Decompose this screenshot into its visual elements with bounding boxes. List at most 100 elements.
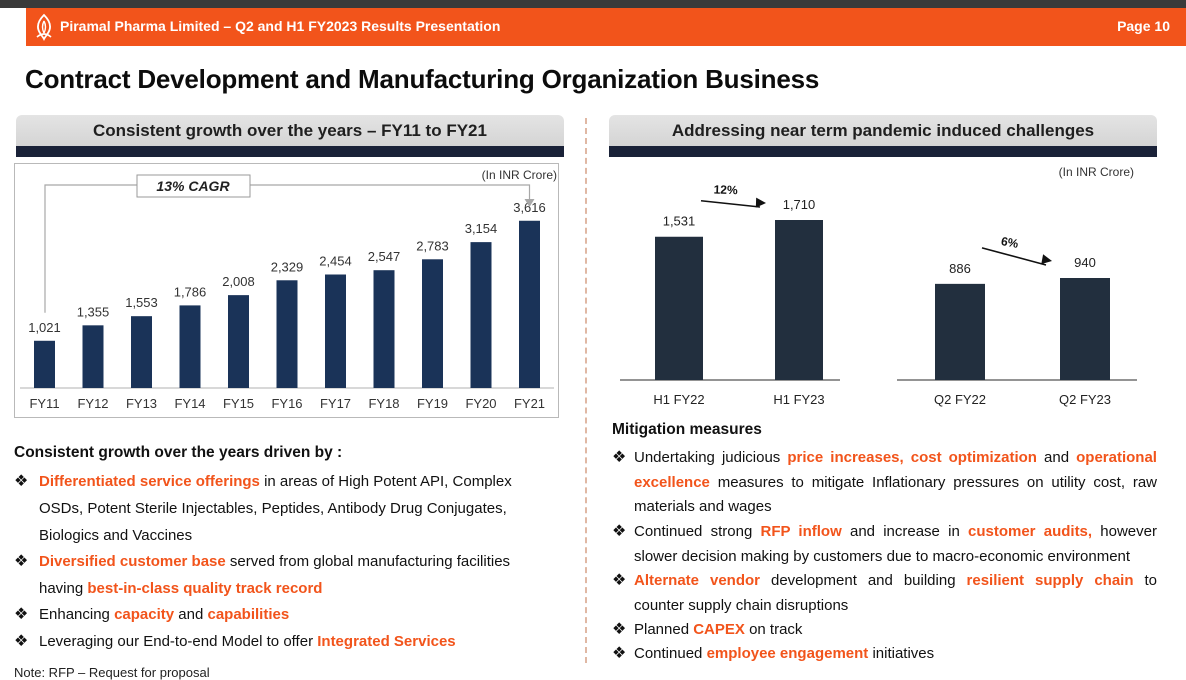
body-text: in areas of High Potent API, Complex [259, 473, 512, 490]
body-text: materials and wages [634, 498, 772, 515]
cagr-bracket [44, 184, 535, 313]
tick-label: Q2 FY22 [934, 392, 986, 407]
tick-label: FY17 [320, 396, 351, 411]
value-label: 3,616 [513, 200, 546, 215]
bar-fy16 [276, 280, 298, 388]
value-label: 1,531 [663, 214, 696, 229]
highlight-text: capabilities [207, 606, 290, 623]
piramal-logo-icon [36, 13, 52, 41]
diamond-bullet-icon: ❖ [612, 645, 627, 662]
body-text: initiatives [868, 645, 935, 662]
tick-label: FY11 [29, 396, 59, 411]
value-label: 1,710 [783, 197, 816, 212]
page-title: Contract Development and Manufacturing O… [25, 64, 820, 94]
value-label: 940 [1074, 255, 1096, 270]
value-label: 3,154 [465, 221, 498, 236]
bar-fy21 [519, 220, 540, 388]
body-text: to [1133, 572, 1157, 589]
cagr-bracket-line [44, 184, 531, 313]
driver-line: Differentiated service offerings in area… [39, 468, 512, 495]
page-number: Page 10 [1117, 18, 1170, 34]
value-label: 1,355 [77, 304, 110, 319]
mitigation-line: Alternate vendor development and buildin… [634, 569, 1157, 594]
highlight-text: resilient supply chain [966, 572, 1134, 589]
value-label: 1,553 [125, 295, 158, 310]
tick-label: FY21 [514, 396, 545, 411]
body-text: served from global manufacturing facilit… [225, 553, 511, 570]
highlight-text: Alternate vendor [634, 572, 760, 589]
body-text: Undertaking judicious [634, 449, 788, 466]
highlight-text: RFP inflow [760, 523, 842, 540]
header-band: Piramal Pharma Limited – Q2 and H1 FY202… [26, 8, 1186, 46]
tick-label: Q2 FY23 [1059, 392, 1111, 407]
growth-chart-frame [14, 163, 559, 418]
unit-note: (In INR Crore) [482, 168, 557, 182]
growth-arrowhead [755, 197, 766, 208]
body-text: measures to mitigate Inflationary pressu… [709, 473, 1157, 491]
tick-label: FY15 [223, 396, 254, 411]
unit-note: (In INR Crore) [1059, 165, 1134, 179]
value-label: 886 [949, 261, 971, 276]
tick-label: FY12 [77, 396, 108, 411]
diamond-bullet-icon: ❖ [612, 621, 627, 638]
body-text: Enhancing [39, 606, 115, 623]
highlight-text: excellence [634, 473, 710, 491]
highlight-text: CAPEX [693, 621, 745, 638]
body-text: and increase in [841, 523, 968, 540]
growth-label: 12% [713, 182, 738, 197]
bar-h1-fy22 [655, 236, 703, 380]
bar-fy14 [179, 305, 201, 388]
growth-bar-chart: (In INR Crore) 1,021 FY11 1,355 FY12 1,553 FY1… [20, 168, 557, 411]
tick-label: FY16 [271, 396, 302, 411]
body-text: on track [744, 621, 803, 638]
tick-label: FY20 [465, 396, 496, 411]
value-label: 2,454 [319, 254, 352, 269]
growth-label: 6% [1000, 234, 1020, 251]
diamond-bullet-icon: ❖ [14, 606, 29, 623]
tick-label: FY13 [126, 396, 157, 411]
driver-line: having best-in-class quality track recor… [39, 575, 322, 602]
bar-fy12 [82, 325, 104, 388]
mitigation-line: Planned CAPEX on track [634, 618, 802, 643]
highlight-text: price increases, cost optimization [787, 449, 1037, 466]
bar-fy15 [228, 295, 249, 388]
pandemic-bar-chart: (In INR Crore) 1,531 H1 FY22 1,710 H1 FY23 12… [620, 165, 1137, 407]
mitigation-line: excellence measures to mitigate Inflatio… [634, 471, 1157, 496]
value-label: 2,008 [222, 274, 255, 289]
diamond-bullet-icon: ❖ [14, 553, 29, 570]
highlight-text: customer audits, [968, 523, 1093, 540]
driver-line: OSDs, Potent Sterile Injectables, Peptid… [39, 495, 507, 522]
driver-line: Enhancing capacity and capabilities [39, 601, 289, 628]
body-text: counter supply chain disruptions [634, 596, 849, 614]
bar-q2-fy23 [1060, 278, 1110, 380]
value-label: 2,329 [271, 259, 304, 274]
drivers-title: Consistent growth over the years driven … [14, 444, 343, 461]
diamond-bullet-icon: ❖ [612, 572, 627, 589]
bar-fy13 [131, 316, 152, 388]
left-section-heading: Consistent growth over the years – FY11 … [16, 115, 564, 157]
diamond-bullet-icon: ❖ [612, 449, 627, 466]
body-text: Continued strong [634, 523, 761, 540]
highlight-text: Differentiated service offerings [39, 473, 260, 490]
cagr-label: 13% CAGR [156, 178, 230, 194]
driver-line: Leveraging our End-to-end Model to offer… [39, 628, 456, 655]
section-divider [585, 118, 587, 663]
body-text: slower decision making by customers due … [634, 547, 1131, 565]
mitigation-line: Undertaking judicious price increases, c… [634, 446, 1157, 471]
body-text: Continued [634, 645, 707, 662]
highlight-text: operational [1076, 449, 1157, 466]
tick-label: FY19 [417, 396, 448, 411]
highlight-text: Integrated Services [317, 633, 456, 650]
value-label: 2,783 [416, 238, 449, 253]
highlight-text: best-in-class quality track record [87, 580, 323, 597]
bar-fy17 [325, 274, 346, 388]
body-text: Biologics and Vaccines [39, 527, 193, 544]
mitigation-line: slower decision making by customers due … [634, 545, 1130, 570]
highlight-text: employee engagement [706, 645, 869, 662]
growth-arrow [981, 247, 1047, 266]
presentation-title: Piramal Pharma Limited – Q2 and H1 FY202… [60, 18, 501, 34]
body-text: Planned [634, 621, 694, 638]
cagr-label-box [136, 174, 251, 198]
highlight-text: capacity [114, 606, 175, 623]
bar-fy20 [470, 242, 492, 388]
